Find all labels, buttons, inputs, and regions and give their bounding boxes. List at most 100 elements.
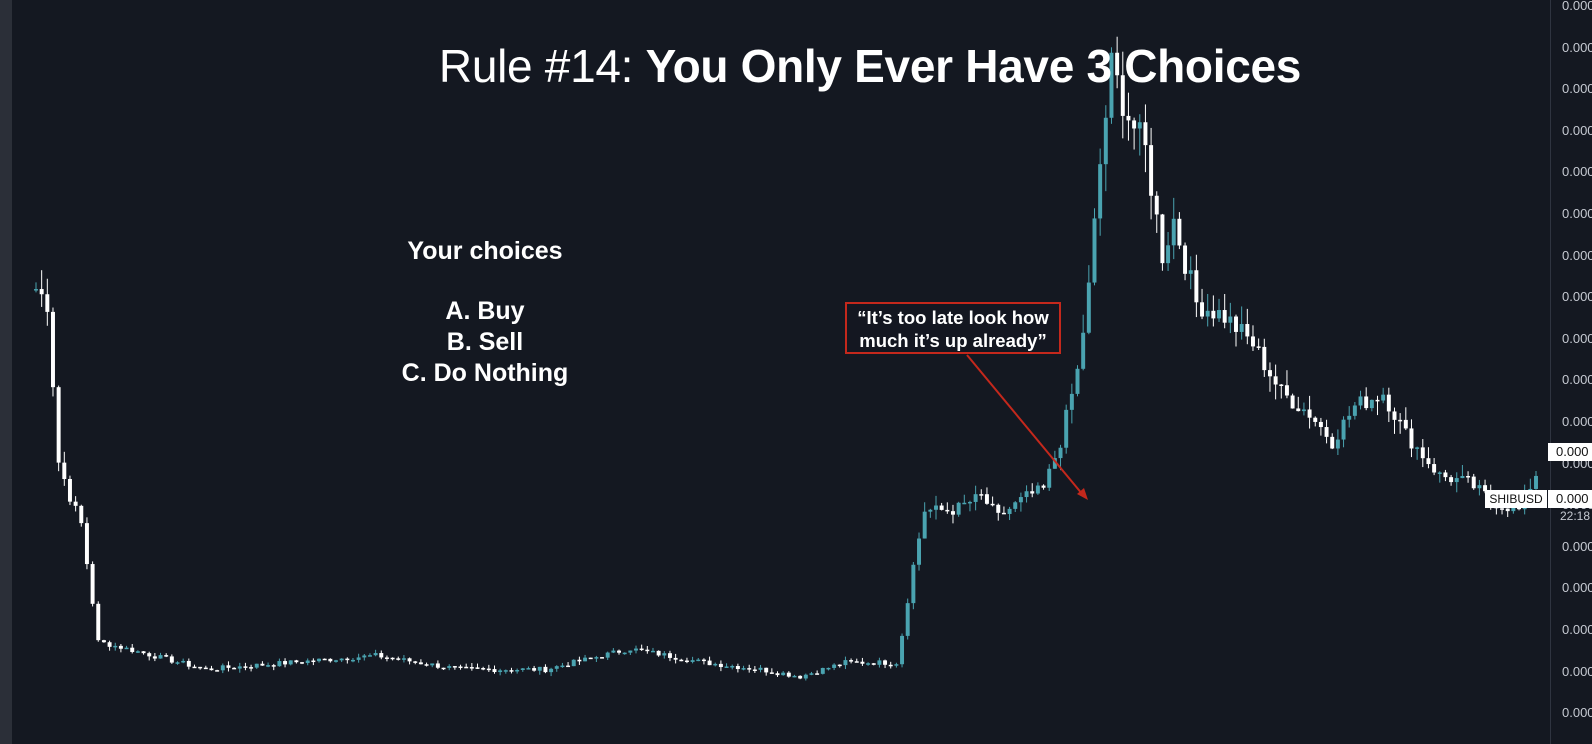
candle-bearish: [1234, 316, 1238, 332]
candle-bullish: [1381, 394, 1386, 401]
candle-bullish: [662, 653, 667, 656]
candle-bearish: [883, 660, 888, 665]
candle-bullish: [373, 653, 378, 656]
candle-bearish: [543, 666, 548, 673]
candle-bearish: [1211, 310, 1216, 319]
candle-bearish: [1177, 218, 1182, 246]
candle-countdown: 22:18: [1560, 509, 1591, 523]
candle-bullish: [741, 668, 746, 670]
candle-bearish: [169, 656, 174, 663]
candle-bearish: [1449, 477, 1454, 483]
candle-bullish: [651, 650, 655, 653]
candle-bearish: [1149, 145, 1154, 196]
candle-bullish: [803, 674, 808, 679]
symbol-price-box: 0.000: [1548, 490, 1592, 508]
candle-bullish: [894, 664, 899, 666]
candle-bearish: [118, 645, 123, 649]
candle-bearish: [1318, 421, 1323, 428]
candle-bullish: [515, 669, 520, 672]
candle-bearish: [209, 668, 214, 671]
candle-bearish: [860, 661, 865, 664]
candle-bullish: [1188, 270, 1193, 274]
candle-bearish: [1386, 394, 1391, 412]
candle-bearish: [1132, 120, 1137, 129]
candle-bearish: [435, 663, 440, 668]
candle-bullish: [526, 668, 531, 670]
price-tick-label: 0.000: [1562, 0, 1592, 13]
candle-bullish: [917, 538, 921, 565]
candle-bullish: [956, 502, 961, 515]
price-tick-label: 0.000: [1562, 247, 1592, 263]
candle-bearish: [424, 664, 429, 666]
candle-bearish: [1409, 428, 1414, 449]
candle-bullish: [1075, 368, 1080, 394]
price-tick-label: 0.000: [1562, 663, 1592, 679]
price-tick-label: 0.000: [1562, 372, 1592, 388]
candle-bearish: [322, 658, 327, 661]
candle-bearish: [73, 501, 78, 506]
choice-buy: A. Buy: [445, 297, 525, 325]
candle-bullish: [1007, 508, 1012, 514]
candle-bearish: [1375, 399, 1380, 402]
candle-bearish: [130, 647, 135, 653]
callout-line-2: much it’s up already”: [859, 330, 1047, 351]
candle-bearish: [588, 657, 593, 660]
candle-bearish: [186, 660, 191, 667]
choice-do-nothing: C. Do Nothing: [401, 359, 569, 387]
candle-bullish: [1205, 310, 1210, 317]
candle-bearish: [243, 666, 248, 668]
candle-bearish: [492, 669, 497, 673]
candle-bearish: [1432, 464, 1437, 473]
candle-bearish: [79, 505, 84, 524]
candle-bullish: [1171, 218, 1176, 246]
title-main: You Only Ever Have 3 Choices: [645, 40, 1302, 92]
candle-bearish: [232, 667, 237, 670]
candle-bearish: [1041, 485, 1046, 488]
candle-bearish: [1183, 245, 1188, 274]
candle-bullish: [554, 666, 559, 669]
candle-bullish: [1024, 491, 1029, 498]
candle-bearish: [328, 658, 333, 662]
candle-bearish: [396, 658, 401, 660]
candle-bearish: [198, 666, 203, 669]
candle-bearish: [1267, 370, 1272, 377]
candle-bullish: [34, 289, 38, 291]
candle-bullish: [962, 502, 967, 505]
candle-bullish: [1035, 485, 1040, 494]
symbol-label: SHIBUSD: [1485, 490, 1547, 508]
candle-bullish: [820, 667, 825, 674]
candle-bearish: [600, 657, 605, 659]
candle-bearish: [311, 660, 316, 663]
candle-bullish: [922, 511, 927, 539]
candle-bullish: [690, 660, 695, 662]
candle-bullish: [1437, 472, 1442, 474]
price-tick-label: 0.000: [1562, 330, 1592, 346]
candle-bullish: [1460, 476, 1465, 479]
price-tick-label: 0.000: [1562, 81, 1592, 97]
candle-bearish: [718, 663, 723, 668]
candle-bullish: [124, 647, 129, 650]
candle-bullish: [583, 657, 588, 662]
candle-bearish: [475, 667, 480, 669]
candle-bullish: [605, 652, 610, 658]
candle-bearish: [283, 661, 288, 665]
candle-bearish: [481, 668, 486, 670]
candle-bullish: [254, 663, 259, 668]
candle-bullish: [1098, 164, 1103, 219]
choices-list: Your choices A. Buy B. Sell C. Do Nothin…: [380, 236, 590, 389]
candle-bullish: [1511, 505, 1516, 512]
candle-bullish: [1454, 478, 1459, 483]
candle-bearish: [701, 659, 706, 662]
candle-bearish: [203, 667, 208, 670]
candle-bearish: [990, 503, 995, 506]
current-price-box: 0.000: [1548, 443, 1592, 461]
candle-bullish: [430, 663, 435, 666]
candle-bearish: [1483, 485, 1488, 492]
candle-bearish: [486, 668, 491, 671]
candle-bearish: [379, 653, 384, 658]
candle-bullish: [362, 655, 367, 658]
candle-bearish: [888, 664, 893, 667]
candle-bullish: [498, 670, 503, 673]
candle-bearish: [1471, 476, 1476, 489]
candle-bullish: [351, 659, 355, 662]
